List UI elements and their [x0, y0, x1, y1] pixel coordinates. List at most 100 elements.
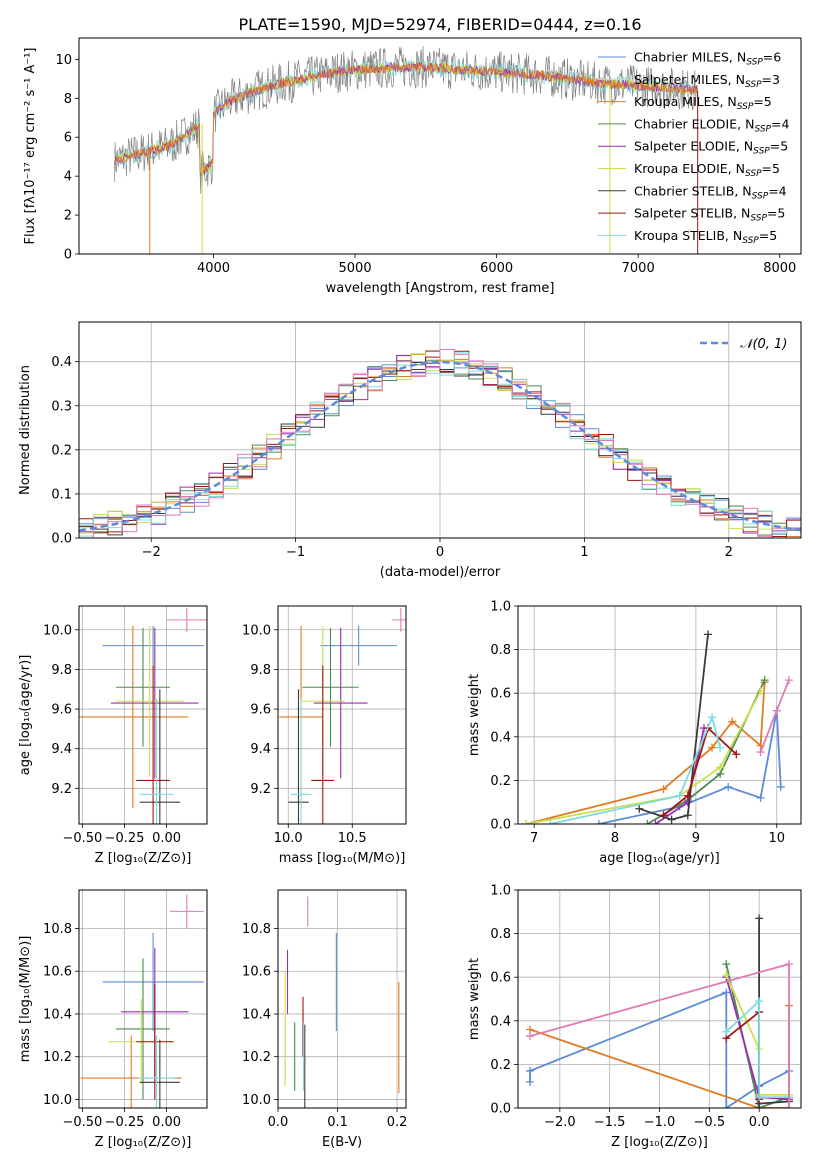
weight-marker	[722, 960, 731, 969]
x-tick-label: −0.50	[62, 831, 102, 846]
y-tick-label: 1.0	[490, 884, 511, 899]
y-tick-label: 0.6	[490, 687, 511, 702]
x-tick-label: −1.5	[594, 1115, 626, 1130]
chart-mass_vs_ebv: 0.0 0.1 0.2 10.0 10.2 10.4 10.6 10.8 E(B-V)	[242, 889, 407, 1150]
chart-age_vs_mass: 10.0 10.5 9.2 9.4 9.6 9.8 10.0 mass [log₁₀(M/M⊙…	[242, 605, 407, 866]
legend-label: Chabrier ELODIE, NSSP=4	[634, 116, 789, 134]
weight-line	[662, 726, 737, 817]
weight-marker	[785, 1104, 794, 1108]
weight-marker	[756, 748, 765, 757]
legend-count: =6	[763, 50, 781, 65]
x-axis-label: mass [log₁₀(M/M⊙)]	[279, 851, 406, 866]
legend-subscript: SSP	[742, 236, 759, 246]
legend-subscript: SSP	[754, 124, 771, 134]
weight-marker	[675, 791, 684, 800]
x-tick-label: 0.00	[152, 1115, 181, 1130]
y-tick-label: 0.0	[51, 532, 72, 547]
x-tick-label: 0.1	[327, 1115, 348, 1130]
axes-frame	[277, 889, 407, 1109]
y-tick-label: 9.6	[51, 703, 72, 718]
legend-label: Kroupa STELIB, NSSP=5	[634, 228, 777, 246]
weight-marker	[776, 782, 785, 791]
y-tick-label: 0.0	[490, 818, 511, 833]
spectrum-line	[114, 46, 699, 194]
y-tick-label: 2	[64, 209, 72, 224]
y-tick-label: 10.8	[242, 922, 271, 937]
x-axis-label: Z [log₁₀(Z/Z⊙)]	[611, 1135, 708, 1150]
legend-count: =4	[771, 116, 789, 131]
x-axis-label: Z [log₁₀(Z/Z⊙)]	[95, 851, 192, 866]
y-tick-label: 0.4	[490, 1014, 511, 1029]
plot-area	[80, 894, 204, 1108]
y-tick-label: 9.2	[51, 782, 72, 797]
weight-marker	[716, 763, 725, 772]
legend-subscript: SSP	[737, 102, 754, 112]
y-tick-label: 10.6	[43, 965, 72, 980]
y-axis-label: Flux [fλ10⁻¹⁷ erg cm⁻² s⁻¹ A⁻¹]	[23, 48, 38, 245]
weight-marker	[683, 811, 692, 820]
legend-subscript: SSP	[750, 214, 767, 224]
plot-area	[525, 914, 794, 1108]
spectrum-line	[114, 61, 698, 175]
plot-area	[284, 896, 400, 1108]
weight-marker	[667, 815, 676, 824]
x-tick-label: 0	[436, 545, 444, 560]
chart-mass_vs_z: −0.50 −0.25 0.00 10.0 10.2 10.4 10.6 10.8 Z [log…	[18, 889, 208, 1150]
weight-marker	[755, 997, 764, 1006]
weight-marker	[704, 630, 713, 639]
weight-marker	[756, 793, 765, 802]
weight-marker	[732, 750, 741, 759]
legend-subscript: SSP	[753, 147, 770, 157]
x-tick-label: 10.5	[338, 831, 367, 846]
weight-marker	[722, 971, 731, 980]
y-tick-label: 6	[64, 131, 72, 146]
axes-frame	[78, 37, 802, 255]
weight-marker	[728, 717, 737, 726]
legend-label: Chabrier STELIB, NSSP=4	[634, 183, 787, 201]
y-tick-label: 10.0	[43, 1093, 72, 1108]
weight-marker	[525, 1032, 534, 1041]
weight-marker	[755, 1093, 764, 1102]
x-tick-label: 9	[692, 831, 700, 846]
y-axis-label: mass weight	[467, 958, 482, 1040]
weight-line	[725, 974, 789, 1096]
weight-marker	[722, 988, 731, 997]
legend-label: Kroupa ELODIE, NSSP=5	[634, 161, 780, 179]
weight-marker	[708, 743, 717, 752]
x-tick-label: 8	[611, 831, 619, 846]
y-tick-label: 0.4	[490, 730, 511, 745]
x-tick-label: −0.25	[105, 831, 145, 846]
legend-count: =5	[762, 161, 780, 176]
weight-marker	[635, 804, 644, 813]
chart-residuals: −2 −1 0 1 2 0.0 0.1 0.2 0.3 0.4 (data-model)/error…	[18, 321, 802, 580]
y-tick-label: 9.8	[250, 663, 271, 678]
y-axis-label: mass weight	[467, 674, 482, 756]
weight-marker	[722, 1027, 731, 1036]
y-tick-label: 10.8	[43, 922, 72, 937]
y-tick-label: 9.4	[250, 742, 271, 757]
x-axis-label: (data-model)/error	[380, 565, 501, 580]
x-tick-label: 1	[580, 545, 588, 560]
y-tick-label: 0.6	[490, 971, 511, 986]
weight-line	[639, 634, 709, 821]
legend-label: Chabrier MILES, NSSP=6	[634, 50, 781, 68]
weight-marker	[756, 687, 765, 696]
axes-frame	[277, 605, 407, 825]
weight-marker	[760, 676, 769, 685]
y-tick-label: 0.3	[51, 399, 72, 414]
spectrum-line	[114, 61, 698, 176]
y-tick-label: 4	[64, 170, 72, 185]
plot-area	[279, 607, 406, 824]
axes-frame	[78, 889, 208, 1109]
axes-frame	[78, 605, 208, 825]
y-tick-label: 0.4	[51, 355, 72, 370]
y-tick-label: 0.8	[490, 927, 511, 942]
x-axis-label: wavelength [Angstrom, rest frame]	[326, 281, 555, 296]
plot-area	[79, 607, 207, 824]
x-tick-label: 6000	[480, 261, 513, 276]
plot-area	[114, 46, 699, 254]
normal-curve	[79, 360, 801, 532]
weight-marker	[659, 811, 668, 820]
legend-subscript: SSP	[752, 191, 769, 201]
legend-count: =5	[770, 139, 788, 154]
